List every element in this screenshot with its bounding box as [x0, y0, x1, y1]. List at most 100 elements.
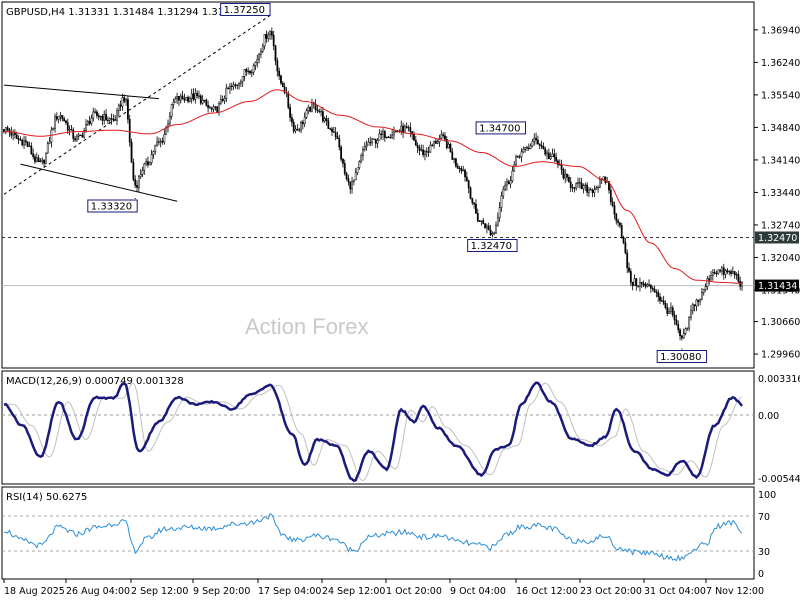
candle-body: [210, 107, 213, 110]
candle-body: [30, 145, 33, 155]
candle-body: [631, 281, 634, 286]
candle-body: [90, 117, 93, 124]
candle-body: [152, 151, 155, 155]
candle-body: [343, 163, 346, 174]
candle-body: [387, 136, 390, 138]
candle-body: [227, 87, 230, 90]
candle-body: [234, 84, 237, 86]
candle-body: [526, 147, 528, 149]
rsi-tick-100: 100: [758, 490, 776, 501]
candle-body: [487, 225, 490, 231]
candle-body: [97, 115, 100, 118]
candle-body: [405, 126, 408, 128]
candle-body: [106, 119, 109, 121]
candle-body: [660, 300, 663, 302]
candle-body: [198, 95, 200, 97]
candle-body: [555, 156, 558, 162]
candle-body: [702, 289, 705, 293]
candle-body: [524, 147, 527, 150]
level-price-tag-label: 1.32470: [758, 233, 797, 244]
candle-body: [316, 109, 319, 112]
annotation-box: [87, 199, 138, 213]
candle-body: [529, 145, 532, 149]
candle-body: [320, 111, 322, 113]
candle-body: [214, 106, 217, 108]
candle-body: [65, 120, 67, 124]
candle-body: [110, 118, 113, 120]
price-tick-label: 1.36940: [761, 25, 800, 36]
candle-body: [61, 115, 64, 119]
candle-body: [675, 319, 678, 325]
macd-panel: MACD(12,26,9) 0.000749 0.001328: [1, 370, 755, 485]
candle-body: [409, 127, 412, 132]
candle-body: [458, 168, 461, 170]
candle-body: [549, 156, 552, 160]
candle-body: [577, 182, 579, 184]
candle-body: [489, 229, 492, 236]
candle-body: [367, 141, 370, 146]
candle-body: [476, 213, 479, 222]
candle-body: [628, 267, 630, 272]
annotation-box: [475, 121, 527, 135]
candle-body: [96, 111, 98, 116]
candle-body: [701, 292, 703, 300]
trendlines: [3, 15, 271, 202]
rsi-panel: RSI(14) 50.6275: [1, 486, 755, 580]
candle-body: [185, 96, 188, 101]
candle-body: [640, 282, 643, 285]
candle-body: [440, 134, 443, 139]
candle-body: [668, 311, 670, 314]
price-tick-label: 1.33440: [761, 188, 800, 199]
candle-body: [212, 106, 215, 110]
rsi-line: [3, 513, 743, 562]
candle-body: [650, 284, 652, 289]
candle-body: [604, 176, 607, 183]
candle-body: [272, 35, 275, 47]
annotation-box: [220, 2, 271, 16]
candle-body: [516, 156, 519, 158]
candle-body: [589, 189, 592, 191]
candle-body: [261, 45, 264, 52]
candle-body: [345, 173, 348, 179]
candle-body: [478, 220, 481, 222]
candle-body: [447, 143, 450, 149]
candle-body: [265, 34, 268, 39]
candle-body: [434, 140, 437, 144]
candle-body: [274, 45, 277, 61]
candle-body: [342, 158, 344, 164]
candle-body: [433, 140, 435, 146]
candle-body: [26, 141, 29, 147]
candle-body: [376, 140, 379, 144]
candle-body: [588, 189, 590, 193]
price-panel: GBPUSD,H4 1.31331 1.31484 1.31294 1.3143…: [1, 1, 755, 369]
candle-body: [444, 135, 446, 140]
candle-body: [456, 165, 459, 169]
candle-body: [139, 173, 142, 177]
candle-body: [653, 288, 656, 293]
candle-body: [540, 145, 543, 147]
candle-body: [70, 129, 73, 131]
candle-body: [254, 62, 257, 66]
candle-body: [281, 82, 284, 88]
watermark: Action Forex: [245, 314, 369, 339]
candle-body: [609, 189, 612, 202]
candle-body: [693, 304, 696, 307]
candle-body: [615, 213, 618, 222]
candle-body: [569, 181, 572, 188]
candle-body: [349, 181, 352, 190]
candle-body: [378, 133, 381, 141]
candle-body: [597, 187, 599, 189]
candle-body: [619, 222, 621, 226]
macd-line: [3, 381, 743, 483]
candle-body: [236, 84, 239, 86]
candle-body: [34, 156, 36, 162]
candle-body: [68, 129, 71, 131]
candlestick-series: [3, 27, 743, 341]
candle-body: [260, 51, 262, 55]
candle-body: [296, 128, 299, 131]
candle-body: [232, 84, 235, 87]
candle-body: [123, 97, 126, 102]
candle-body: [591, 189, 594, 193]
candle-body: [245, 69, 248, 72]
candle-body: [17, 138, 20, 140]
